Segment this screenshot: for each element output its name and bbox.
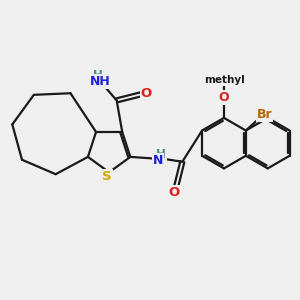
Text: methyl: methyl: [204, 75, 245, 85]
Text: NH: NH: [90, 75, 110, 88]
Text: O: O: [141, 87, 152, 100]
Text: Br: Br: [256, 108, 272, 121]
Text: N: N: [153, 154, 163, 167]
Text: O: O: [219, 91, 229, 104]
Text: O: O: [168, 186, 179, 199]
Text: H: H: [156, 148, 166, 161]
Text: H: H: [93, 69, 103, 82]
Text: S: S: [103, 170, 112, 183]
